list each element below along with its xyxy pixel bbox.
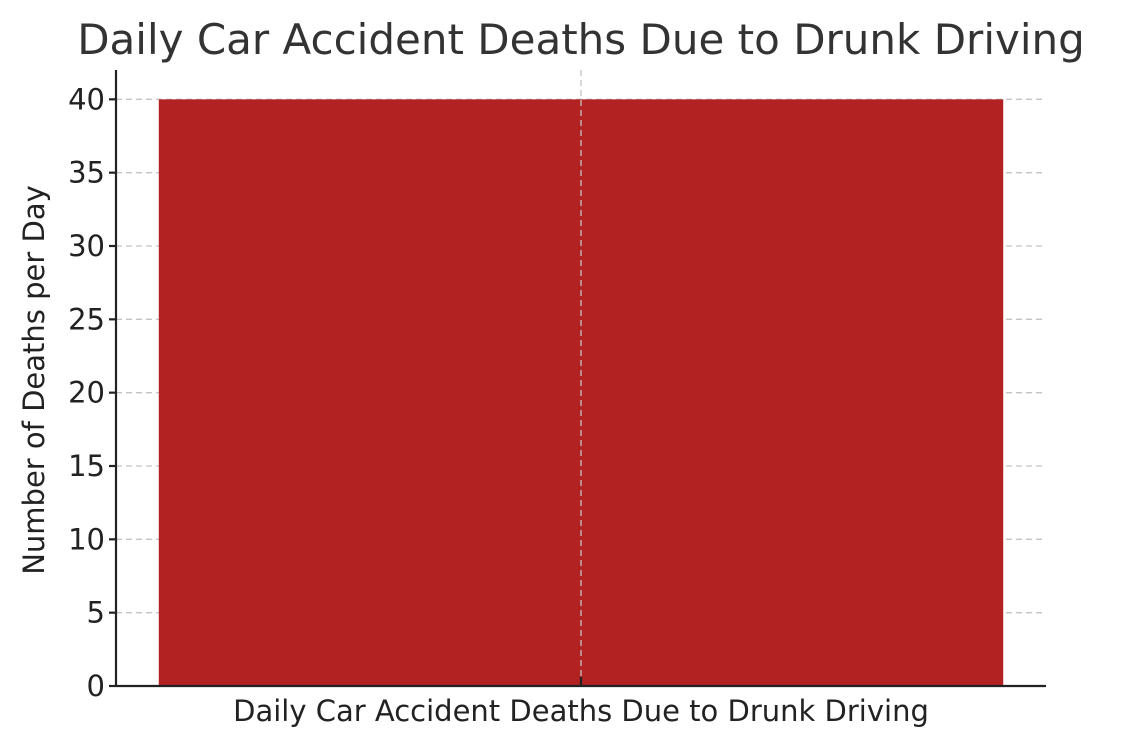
y-tick-label: 20 — [68, 376, 105, 410]
x-tick-label: Daily Car Accident Deaths Due to Drunk D… — [233, 694, 929, 728]
y-tick-label: 0 — [87, 669, 105, 703]
y-tick-label: 10 — [68, 522, 105, 556]
y-tick-label: 30 — [68, 229, 105, 263]
chart-title: Daily Car Accident Deaths Due to Drunk D… — [77, 15, 1085, 64]
y-tick-label: 35 — [68, 156, 105, 190]
y-tick-label: 5 — [87, 596, 105, 630]
x-ticks: Daily Car Accident Deaths Due to Drunk D… — [233, 677, 929, 728]
y-ticks: 0 5 10 15 20 25 30 35 40 — [68, 82, 116, 703]
y-tick-label: 40 — [68, 82, 105, 116]
y-tick-label: 25 — [68, 302, 105, 336]
y-tick-label: 15 — [68, 449, 105, 483]
y-axis-label: Number of Deaths per Day — [17, 185, 51, 575]
